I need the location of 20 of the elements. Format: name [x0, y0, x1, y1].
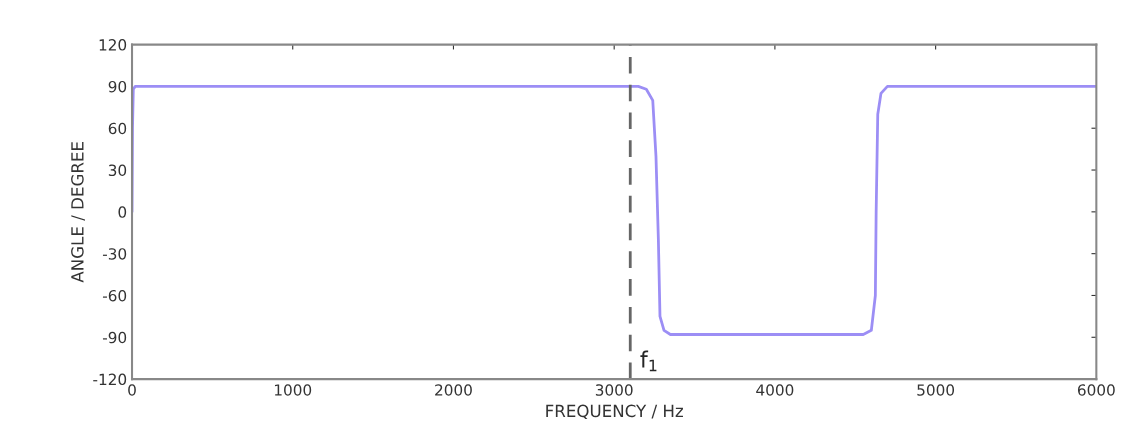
y-tick-label: 60 — [108, 122, 127, 135]
x-axis-title: FREQUENCY / Hz — [546, 404, 683, 420]
line-series — [132, 85, 1097, 336]
x-tick-label: 0 — [128, 384, 136, 396]
y-axis-title: ANGLE / DEGREE — [71, 142, 86, 283]
x-tick-label: 3000 — [595, 384, 633, 396]
x-tick-label: 4000 — [756, 384, 794, 396]
y-tick-label: 90 — [108, 80, 127, 93]
x-tick-label: 6000 — [1077, 384, 1115, 396]
y-tick-label: -60 — [102, 289, 127, 302]
ref-line-label: f$_{1}$ — [640, 350, 657, 372]
x-tick-label: 1000 — [274, 384, 312, 396]
y-tick-label: -90 — [102, 331, 127, 344]
y-tick-label: 120 — [99, 39, 127, 51]
y-tick-label: -120 — [93, 373, 127, 386]
y-tick-label: -30 — [102, 248, 127, 260]
x-tick-label: 2000 — [435, 384, 472, 396]
y-tick-label: 30 — [108, 164, 127, 177]
y-tick-label: 0 — [118, 206, 127, 218]
x-tick-label: 5000 — [917, 384, 955, 396]
